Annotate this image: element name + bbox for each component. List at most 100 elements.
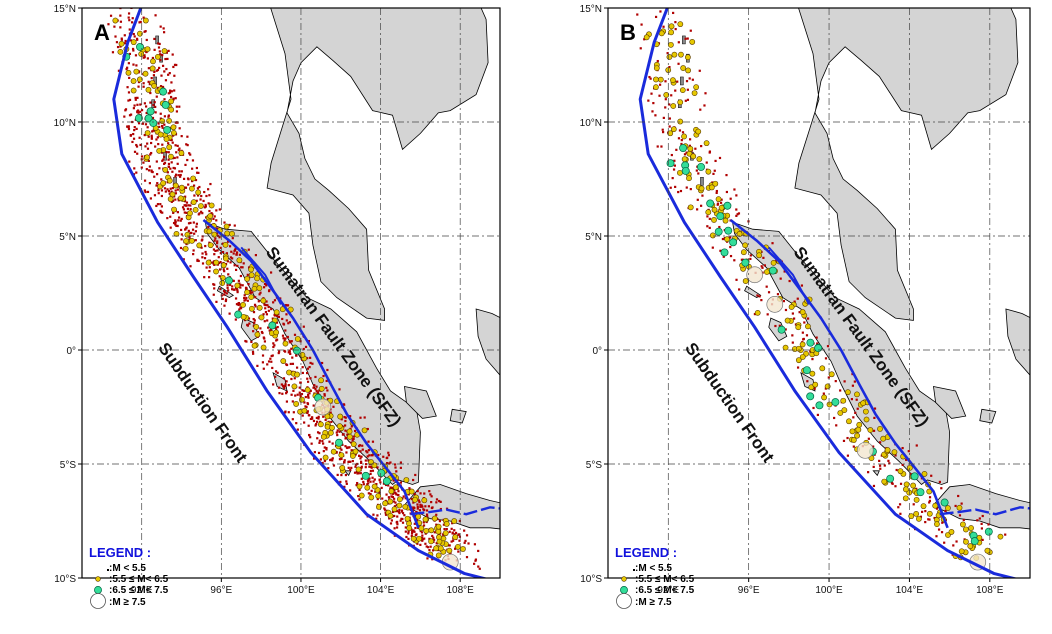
panel-letter: A <box>94 20 110 45</box>
earthquake-m-lt-5-5 <box>114 35 117 38</box>
earthquake-m-lt-5-5 <box>915 444 918 447</box>
earthquake-m-lt-5-5 <box>981 514 984 518</box>
earthquake-m-lt-5-5 <box>765 285 768 288</box>
earthquake-m-lt-5-5 <box>430 500 433 504</box>
earthquake-m-lt-5-5 <box>338 388 341 391</box>
earthquake-m-lt-5-5 <box>427 505 430 508</box>
earthquake-m-lt-5-5 <box>285 313 288 316</box>
earthquake-m-lt-5-5 <box>416 542 419 545</box>
earthquake-m-lt-5-5 <box>306 372 309 375</box>
earthquake-m-lt-5-5 <box>346 446 349 450</box>
earthquake-m-5-5-to-6-5 <box>346 428 353 435</box>
earthquake-m-5-5-to-6-5 <box>392 484 399 491</box>
earthquake-m-lt-5-5 <box>161 64 165 67</box>
earthquake-m-lt-5-5 <box>957 494 960 498</box>
earthquake-m-lt-5-5 <box>304 395 307 399</box>
earthquake-m-lt-5-5 <box>651 110 654 113</box>
earthquake-m-lt-5-5 <box>186 207 189 210</box>
earthquake-m-lt-5-5 <box>691 78 694 81</box>
earthquake-m-lt-5-5 <box>303 401 306 404</box>
earthquake-m-lt-5-5 <box>411 530 414 534</box>
earthquake-m-lt-5-5 <box>683 153 687 156</box>
earthquake-m-5-5-to-6-5 <box>862 408 869 415</box>
earthquake-m-lt-5-5 <box>169 167 172 170</box>
earthquake-m-lt-5-5 <box>165 150 168 154</box>
earthquake-m-lt-5-5 <box>411 529 414 532</box>
earthquake-m-5-5-to-6-5 <box>846 418 852 425</box>
earthquake-m-lt-5-5 <box>735 214 738 217</box>
earthquake-m-lt-5-5 <box>361 444 364 447</box>
earthquake-m-lt-5-5 <box>335 431 338 434</box>
earthquake-m-lt-5-5 <box>338 458 342 461</box>
earthquake-m-lt-5-5 <box>358 498 361 501</box>
earthquake-m-lt-5-5 <box>940 487 943 490</box>
earthquake-m-lt-5-5 <box>400 510 403 513</box>
earthquake-m-5-5-to-6-5 <box>784 317 791 324</box>
earthquake-m-lt-5-5 <box>834 380 837 383</box>
earthquake-m-lt-5-5 <box>307 339 310 343</box>
earthquake-m-lt-5-5 <box>941 521 944 524</box>
earthquake-m-lt-5-5 <box>151 130 154 133</box>
earthquake-m-lt-5-5 <box>401 512 405 515</box>
earthquake-m-lt-5-5 <box>153 37 156 41</box>
earthquake-m-lt-5-5 <box>351 439 354 442</box>
earthquake-m-lt-5-5 <box>236 289 239 292</box>
earthquake-m-lt-5-5 <box>152 129 155 132</box>
earthquake-m-lt-5-5 <box>287 322 290 325</box>
earthquake-m-lt-5-5 <box>181 206 185 209</box>
earthquake-m-lt-5-5 <box>423 508 426 512</box>
earthquake-m-lt-5-5 <box>367 492 370 495</box>
earthquake-m-lt-5-5 <box>124 39 127 43</box>
earthquake-m-lt-5-5 <box>360 461 363 464</box>
earthquake-m-5-5-to-6-5 <box>736 231 743 237</box>
earthquake-m-5-5-to-6-5 <box>130 87 137 94</box>
earthquake-m-lt-5-5 <box>312 404 315 407</box>
earthquake-m-lt-5-5 <box>226 267 229 270</box>
earthquake-m-lt-5-5 <box>412 507 415 511</box>
earthquake-m-lt-5-5 <box>349 489 352 492</box>
earthquake-m-lt-5-5 <box>329 458 332 462</box>
earthquake-m-5-5-to-6-5 <box>819 365 826 372</box>
earthquake-m-lt-5-5 <box>226 240 230 243</box>
earthquake-m-lt-5-5 <box>813 387 816 390</box>
earthquake-m-lt-5-5 <box>336 429 339 432</box>
earthquake-m-lt-5-5 <box>176 211 179 214</box>
earthquake-m-lt-5-5 <box>113 25 116 28</box>
earthquake-m-6-5-to-7-5 <box>984 527 993 536</box>
earthquake-m-lt-5-5 <box>672 168 676 171</box>
earthquake-m-5-5-to-6-5 <box>254 331 261 338</box>
earthquake-m-5-5-to-6-5 <box>686 175 692 182</box>
earthquake-m-lt-5-5 <box>429 493 432 496</box>
earthquake-m-5-5-to-6-5 <box>956 504 963 511</box>
earthquake-m-lt-5-5 <box>295 422 298 425</box>
earthquake-m-lt-5-5 <box>856 407 859 410</box>
lon-tick-label: 108°E <box>976 585 1004 596</box>
earthquake-m-lt-5-5 <box>147 67 150 70</box>
earthquake-m-5-5-to-6-5 <box>187 210 193 217</box>
earthquake-m-lt-5-5 <box>178 127 181 130</box>
earthquake-m-lt-5-5 <box>184 163 187 167</box>
earthquake-m-lt-5-5 <box>152 74 156 77</box>
earthquake-m-5-5-to-6-5 <box>118 40 125 47</box>
earthquake-m-lt-5-5 <box>271 354 274 357</box>
earthquake-m-lt-5-5 <box>901 463 904 467</box>
earthquake-m-lt-5-5 <box>184 204 188 207</box>
earthquake-m-lt-5-5 <box>344 445 347 448</box>
earthquake-m-lt-5-5 <box>722 255 725 258</box>
earthquake-m-lt-5-5 <box>407 537 410 540</box>
earthquake-m-5-5-to-6-5 <box>671 51 678 58</box>
earthquake-m-lt-5-5 <box>735 278 738 281</box>
legend-symbol-medium <box>95 576 101 582</box>
earthquake-m-lt-5-5 <box>150 77 153 80</box>
earthquake-m-lt-5-5 <box>157 189 160 192</box>
earthquake-m-lt-5-5 <box>216 242 219 245</box>
earthquake-m-lt-5-5 <box>928 501 931 504</box>
earthquake-m-lt-5-5 <box>269 271 273 274</box>
earthquake-m-lt-5-5 <box>144 190 147 194</box>
earthquake-m-5-5-to-6-5 <box>160 180 167 187</box>
earthquake-m-lt-5-5 <box>183 211 186 214</box>
earthquake-m-5-5-to-6-5 <box>799 341 806 348</box>
earthquake-m-5-5-to-6-5 <box>670 77 676 84</box>
earthquake-m-lt-5-5 <box>404 526 407 529</box>
earthquake-m-5-5-to-6-5 <box>211 231 218 238</box>
